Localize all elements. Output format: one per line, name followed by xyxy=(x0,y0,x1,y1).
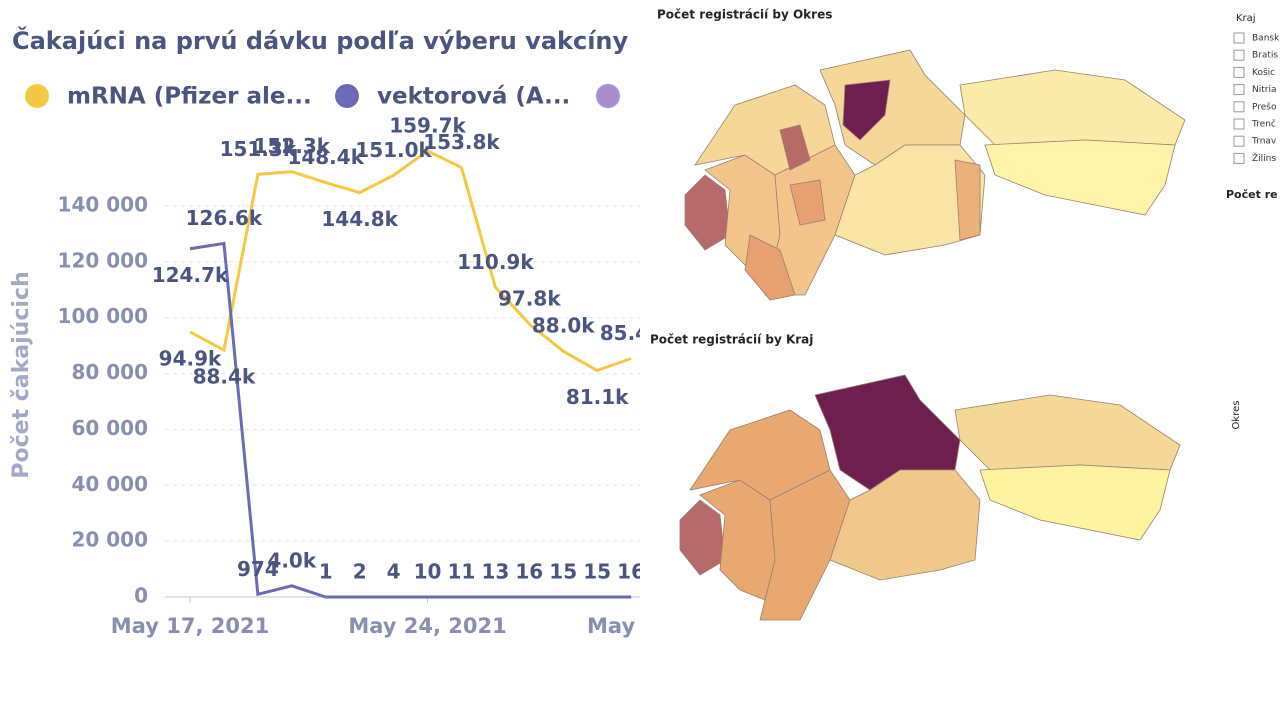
x-tick-label: May 17, 2021 xyxy=(111,614,269,638)
map-title: Počet registrácií by Kraj xyxy=(650,333,813,347)
legend-swatch xyxy=(25,84,49,108)
checkbox[interactable] xyxy=(1233,152,1245,164)
legend-label[interactable]: mRNA (Pfizer ale... xyxy=(67,84,312,110)
data-label: 16 xyxy=(515,559,543,583)
data-label: 1 xyxy=(319,559,333,583)
checkbox[interactable] xyxy=(1233,101,1245,113)
data-label: 85.4k xyxy=(600,321,663,345)
data-label: 151.0k xyxy=(355,138,432,162)
kraj-map: Počet registrácií by Kraj xyxy=(650,333,1181,621)
slicer-item[interactable]: Bratis xyxy=(1252,51,1278,61)
data-label: 10 xyxy=(414,559,442,583)
data-label: 4.0k xyxy=(267,548,316,572)
panel-title: Počet re xyxy=(1226,188,1278,201)
checkbox[interactable] xyxy=(1233,84,1245,96)
slicer-item[interactable]: Prešo xyxy=(1252,101,1277,112)
legend-swatch xyxy=(596,84,620,108)
data-label: 110.9k xyxy=(457,250,534,274)
slicer-item[interactable]: Trnav xyxy=(1251,137,1277,147)
axis-title: Okres xyxy=(1231,401,1242,430)
data-label: 148.4k xyxy=(287,145,364,169)
checkbox[interactable] xyxy=(1233,32,1245,44)
data-label: 15 xyxy=(549,559,577,583)
data-label: 88.0k xyxy=(532,314,595,338)
data-label: 144.8k xyxy=(321,207,398,231)
slicer-title: Kraj xyxy=(1236,13,1256,24)
data-label: 124.7k xyxy=(152,263,229,287)
data-label: 974 xyxy=(237,557,279,581)
checkbox[interactable] xyxy=(1233,135,1245,147)
checkbox[interactable] xyxy=(1233,118,1245,130)
y-tick-label: 0 xyxy=(134,584,148,608)
data-label: 152.3k xyxy=(254,134,331,158)
slicer-item[interactable]: Bansk xyxy=(1252,34,1280,44)
y-tick-label: 40 000 xyxy=(71,472,148,496)
data-label: 151.3k xyxy=(220,137,297,161)
chart-title: Čakajúci na prvú dávku podľa výberu vakc… xyxy=(12,25,629,55)
data-label: 153.8k xyxy=(423,130,500,154)
data-label: 2 xyxy=(353,559,367,583)
line-chart: Čakajúci na prvú dávku podľa výberu vakc… xyxy=(9,25,663,638)
x-tick-label: May xyxy=(587,614,635,638)
slicer: Kraj Bansk Bratis Košic Nitria Prešo Trenč Trn… xyxy=(1233,13,1280,164)
data-label: 13 xyxy=(481,559,509,583)
y-tick-label: 20 000 xyxy=(71,528,148,552)
slicer-item[interactable]: Žilins xyxy=(1252,152,1276,164)
data-label: 159.7k xyxy=(389,113,466,137)
y-tick-label: 120 000 xyxy=(58,248,148,272)
slicer-item[interactable]: Trenč xyxy=(1251,119,1276,130)
data-label: 126.6k xyxy=(186,206,263,230)
data-label: 16 xyxy=(617,559,645,583)
legend-swatch xyxy=(335,84,359,108)
map-title: Počet registrácií by Okres xyxy=(657,8,832,22)
data-label: 81.1k xyxy=(566,385,629,409)
checkbox[interactable] xyxy=(1233,49,1245,61)
line-series xyxy=(189,241,632,599)
data-label: 88.4k xyxy=(193,365,256,389)
data-label: 94.9k xyxy=(159,346,222,370)
y-tick-label: 140 000 xyxy=(58,193,148,217)
data-label: 15 xyxy=(583,559,611,583)
slicer-item[interactable]: Nitria xyxy=(1252,85,1276,95)
okres-map: Počet registrácií by Okres xyxy=(657,8,1186,301)
checkbox[interactable] xyxy=(1233,66,1245,78)
data-label: 4 xyxy=(387,559,401,583)
data-label: 11 xyxy=(448,559,476,583)
y-tick-label: 100 000 xyxy=(58,304,148,328)
y-tick-label: 60 000 xyxy=(71,416,148,440)
data-label: 97.8k xyxy=(498,286,561,310)
y-axis-title: Počet čakajúcich xyxy=(9,271,34,478)
y-tick-label: 80 000 xyxy=(71,360,148,384)
legend-label[interactable]: vektorová (A... xyxy=(377,84,570,110)
slicer-item[interactable]: Košic xyxy=(1252,67,1275,78)
line-series xyxy=(189,149,632,373)
x-tick-label: May 24, 2021 xyxy=(348,614,506,638)
